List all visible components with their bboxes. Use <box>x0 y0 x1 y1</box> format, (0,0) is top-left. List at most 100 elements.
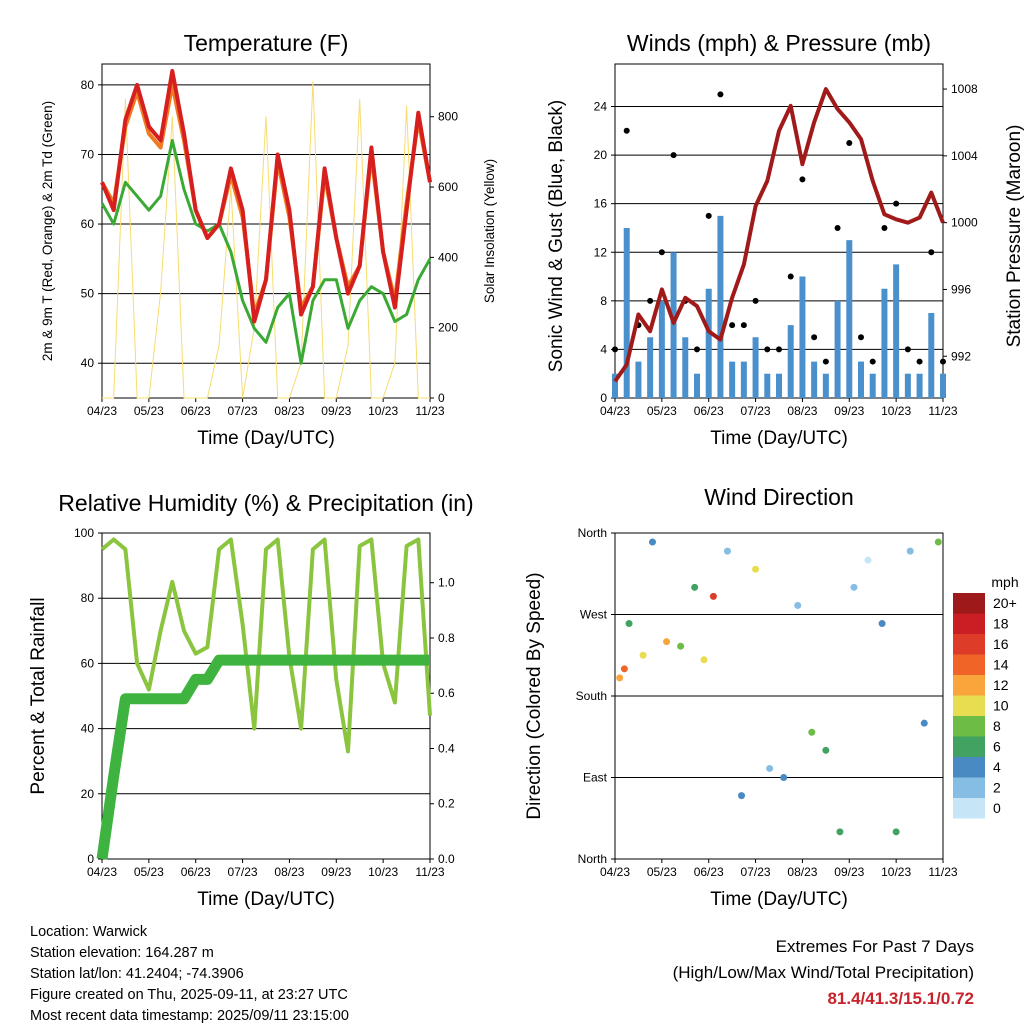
direction-point <box>648 538 656 546</box>
xaxis-title-1: Time (Day/UTC) <box>710 428 848 449</box>
ytick-label-0-3: 70 <box>81 147 95 161</box>
xtick-label-2-2: 06/23 <box>181 865 211 879</box>
ytick-label-1-2: 8 <box>600 294 607 308</box>
elevation-text: Station elevation: 164.287 m <box>30 945 214 961</box>
ytick-label-1-5: 20 <box>594 148 608 162</box>
ytick-label-2-5: 100 <box>74 526 94 540</box>
solar-line <box>102 81 430 399</box>
y2tick-label-0-0: 0 <box>438 391 445 405</box>
ytick-label-2-1: 20 <box>81 787 95 801</box>
legend-title: mph <box>991 574 1018 590</box>
direction-point <box>794 601 802 609</box>
legend-label-3: 14 <box>993 657 1009 673</box>
location-text: Location: Warwick <box>30 924 148 940</box>
legend-label-4: 12 <box>993 677 1009 693</box>
gust-point <box>729 322 736 329</box>
chart-title-3: Wind Direction <box>704 484 854 510</box>
pressure-line <box>613 87 945 383</box>
ytick-label-3-2: South <box>576 689 607 703</box>
direction-point <box>864 556 872 564</box>
xtick-label-0-0: 04/23 <box>87 404 117 418</box>
precip-line <box>96 654 430 860</box>
yaxis-title-2: Percent & Total Rainfall <box>28 597 49 794</box>
rh-line <box>100 537 432 754</box>
direction-point <box>766 764 774 772</box>
legend-label-9: 2 <box>993 780 1001 796</box>
direction-point <box>625 620 633 628</box>
y2tick-label-1-1: 996 <box>951 282 971 296</box>
gust-point <box>623 127 630 134</box>
yaxis-title-0: 2m & 9m T (Red, Orange) & 2m Td (Green) <box>40 101 55 361</box>
xtick-label-3-3: 07/23 <box>741 865 771 879</box>
ytick-label-0-0: 40 <box>81 356 95 370</box>
xtick-label-3-2: 06/23 <box>694 865 724 879</box>
y2tick-label-0-4: 800 <box>438 110 458 124</box>
xtick-label-1-2: 06/23 <box>694 404 724 418</box>
temp2m-line <box>100 69 432 324</box>
gust-point <box>612 346 618 353</box>
y2axis-title-0: Solar Insolation (Yellow) <box>482 159 497 303</box>
gust-point <box>846 139 853 146</box>
y2axis-title-1: Station Pressure (Maroon) <box>1004 125 1024 348</box>
legend-swatch-1 <box>953 613 985 634</box>
ytick-label-1-4: 16 <box>594 197 608 211</box>
xtick-label-3-1: 05/23 <box>647 865 677 879</box>
xtick-label-0-1: 05/23 <box>134 404 164 418</box>
ytick-label-2-4: 80 <box>81 591 95 605</box>
xtick-label-1-3: 07/23 <box>741 404 771 418</box>
legend-label-0: 20+ <box>993 595 1017 611</box>
gust-point <box>752 297 759 304</box>
extremes-box: Extremes For Past 7 Days (High/Low/Max W… <box>673 934 974 1012</box>
direction-point <box>836 828 844 836</box>
xtick-label-1-1: 05/23 <box>647 404 677 418</box>
direction-point <box>738 792 746 800</box>
gust-point <box>811 334 818 341</box>
legend-swatch-6 <box>953 716 985 737</box>
gust-point <box>904 346 911 353</box>
plot-frame-0 <box>101 63 431 399</box>
legend-swatch-8 <box>953 757 985 778</box>
direction-point <box>906 547 914 555</box>
y2tick-label-0-2: 400 <box>438 250 458 264</box>
extremes-title: Extremes For Past 7 Days <box>775 937 974 956</box>
ytick-label-2-2: 40 <box>81 722 95 736</box>
chart-title-1: Winds (mph) & Pressure (mb) <box>627 30 931 56</box>
direction-point <box>639 651 647 659</box>
gust-point <box>787 273 794 280</box>
direction-point <box>616 674 624 682</box>
yaxis-title-1: Sonic Wind & Gust (Blue, Black) <box>546 100 567 372</box>
legend-swatch-3 <box>953 654 985 675</box>
legend-label-6: 8 <box>993 718 1001 734</box>
direction-point <box>709 592 717 600</box>
direction-point <box>663 638 671 646</box>
created-text: Figure created on Thu, 2025-09-11, at 23… <box>30 987 348 1003</box>
ytick-label-2-3: 60 <box>81 656 95 670</box>
y2tick-label-0-1: 200 <box>438 321 458 335</box>
legend-label-10: 0 <box>993 800 1001 816</box>
xaxis-title-0: Time (Day/UTC) <box>197 428 335 449</box>
gust-point <box>694 346 700 353</box>
gust-point <box>881 224 888 231</box>
xtick-label-1-4: 08/23 <box>787 404 817 418</box>
direction-point <box>677 642 685 650</box>
xtick-label-1-0: 04/23 <box>600 404 630 418</box>
ytick-label-3-0: North <box>578 852 607 866</box>
gust-point <box>940 358 946 365</box>
xtick-label-3-7: 11/23 <box>928 865 957 879</box>
direction-point <box>700 656 708 664</box>
yaxis-title-3: Direction (Colored By Speed) <box>524 572 545 819</box>
ytick-label-1-0: 0 <box>600 391 607 405</box>
direction-point <box>723 547 731 555</box>
latlon-text: Station lat/lon: 41.2404; -74.3906 <box>30 966 244 982</box>
xtick-label-0-7: 11/23 <box>415 404 444 418</box>
chart-title-0: Temperature (F) <box>184 30 349 56</box>
gust-point <box>893 200 900 207</box>
xtick-label-2-4: 08/23 <box>274 865 304 879</box>
ytick-label-0-2: 60 <box>81 217 95 231</box>
ytick-label-0-4: 80 <box>81 78 95 92</box>
gust-point <box>858 334 864 341</box>
chart-title-2: Relative Humidity (%) & Precipitation (i… <box>58 490 473 516</box>
legend-label-7: 6 <box>993 739 1001 755</box>
ytick-label-2-0: 0 <box>87 852 94 866</box>
